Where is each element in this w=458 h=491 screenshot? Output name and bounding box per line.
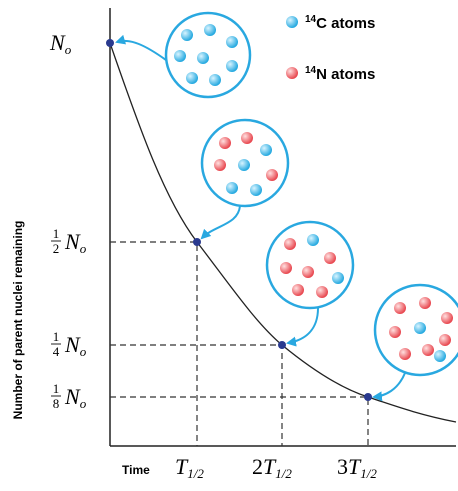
numerator: 1 bbox=[53, 381, 60, 396]
symbol: No bbox=[64, 332, 87, 359]
legend-item: 14N atoms bbox=[305, 65, 375, 83]
points bbox=[106, 39, 372, 401]
x-label: T1/2 bbox=[175, 454, 204, 481]
sample-2 bbox=[202, 120, 288, 238]
x-axis-title: Time bbox=[122, 463, 150, 477]
x-label: 3T1/2 bbox=[337, 454, 377, 481]
numerator: 1 bbox=[53, 226, 60, 241]
y-label: 1 8 No bbox=[51, 381, 87, 411]
sample-3 bbox=[267, 222, 353, 343]
legend: 14C atoms 14N atoms bbox=[286, 14, 375, 83]
symbol: No bbox=[64, 384, 87, 411]
y-label: 1 2 No bbox=[51, 226, 87, 256]
sample-1 bbox=[117, 13, 250, 97]
denominator: 2 bbox=[53, 241, 60, 256]
y-axis-title: Number of parent nuclei remaining bbox=[11, 221, 25, 420]
legend-item: 14C atoms bbox=[305, 14, 375, 32]
numerator: 1 bbox=[53, 329, 60, 344]
symbol: No bbox=[64, 229, 87, 256]
x-label: 2T1/2 bbox=[252, 454, 292, 481]
decay-diagram: 14C atoms 14N atoms No 1 2 No 1 4 No 1 8… bbox=[0, 0, 458, 491]
y-label: 1 4 No bbox=[51, 329, 87, 359]
denominator: 4 bbox=[53, 344, 60, 359]
sample-4 bbox=[374, 285, 458, 397]
denominator: 8 bbox=[53, 396, 60, 411]
y-label: No bbox=[49, 30, 72, 57]
